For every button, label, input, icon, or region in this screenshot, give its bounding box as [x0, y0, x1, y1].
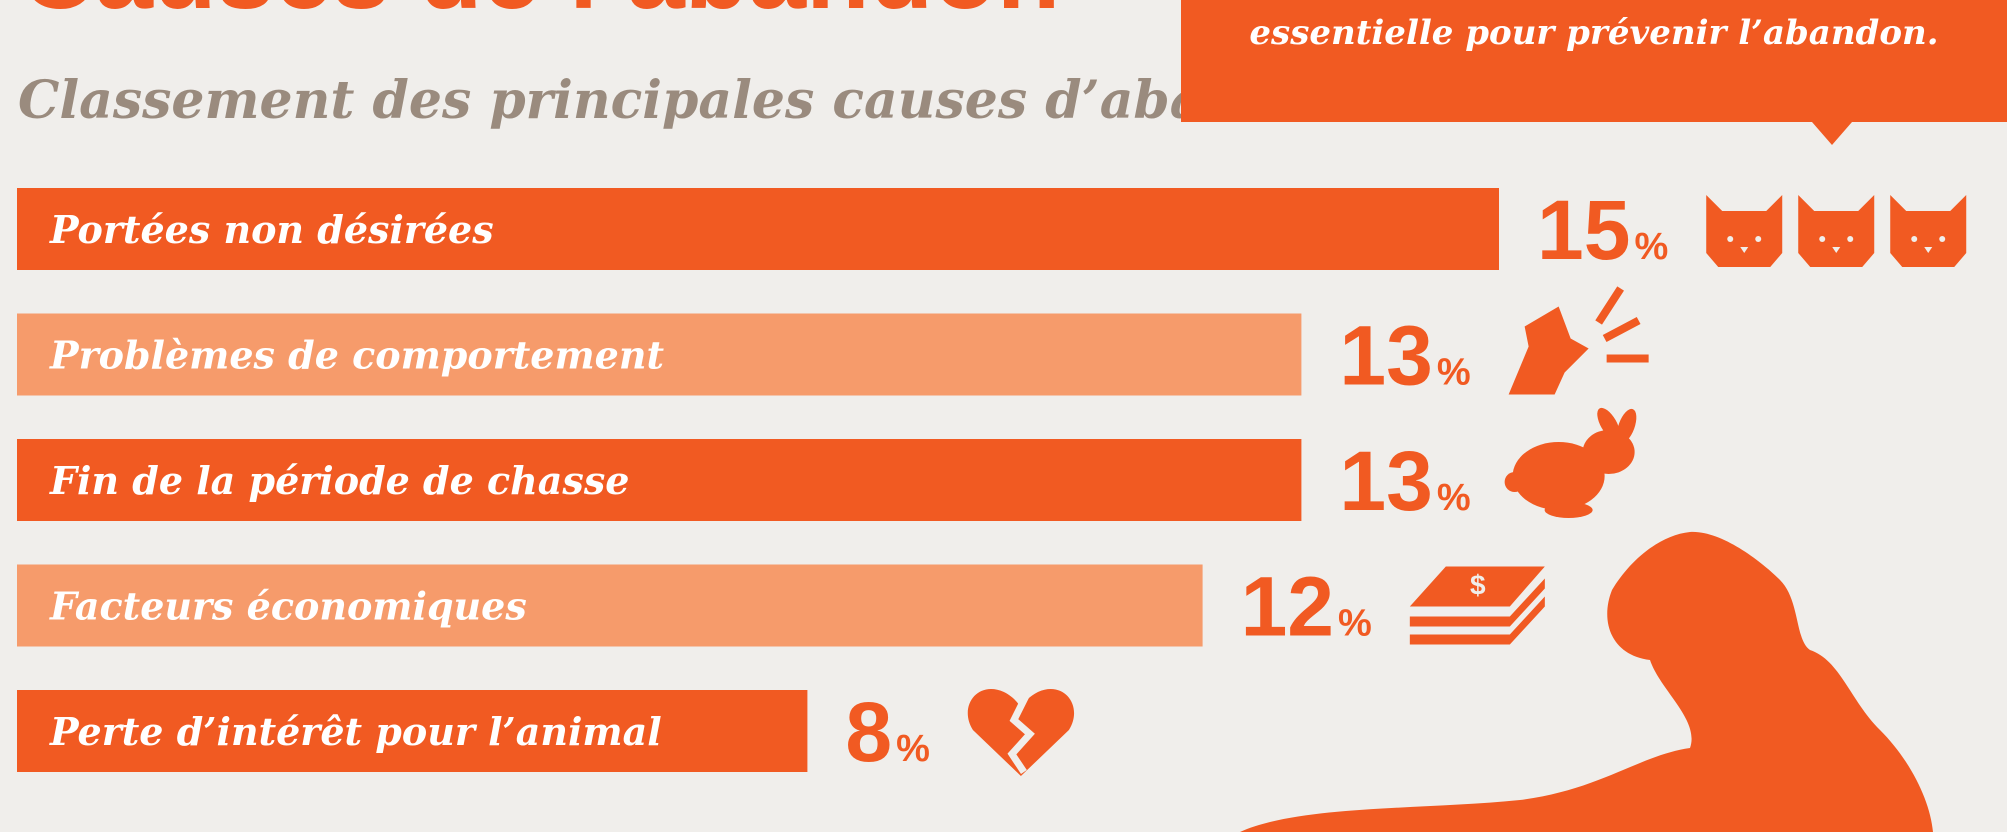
category-label: Problèmes de comportement [49, 333, 664, 378]
callout-text: des animaux. La stérilisation est essent… [1181, 0, 2007, 56]
value-label: 12 [1241, 560, 1334, 654]
unit-label: % [1437, 352, 1471, 394]
category-label: Facteurs économiques [49, 584, 527, 629]
category-label: Fin de la période de chasse [49, 458, 629, 503]
value-label: 8 [845, 685, 892, 779]
callout-wrap: des animaux. La stérilisation est essent… [1181, 0, 2007, 74]
value-label: 13 [1339, 434, 1432, 528]
dollar-sign: $ [1470, 570, 1486, 601]
page: Causes de l’abandon Classement des princ… [0, 0, 2007, 832]
category-label: Portées non désirées [49, 207, 494, 252]
subtitle: Classement des principales causes d’aban… [18, 70, 1350, 131]
unit-label: % [1437, 477, 1471, 519]
unit-label: % [1338, 603, 1372, 645]
value-label: 13 [1339, 309, 1432, 403]
unit-label: % [1634, 226, 1668, 268]
value-label: 15 [1537, 183, 1630, 277]
category-label: Perte d’intérêt pour l’animal [49, 709, 662, 754]
infographic: Causes de l’abandon Classement des princ… [0, 0, 2007, 832]
unit-label: % [896, 728, 930, 770]
title: Causes de l’abandon [20, 0, 1060, 31]
